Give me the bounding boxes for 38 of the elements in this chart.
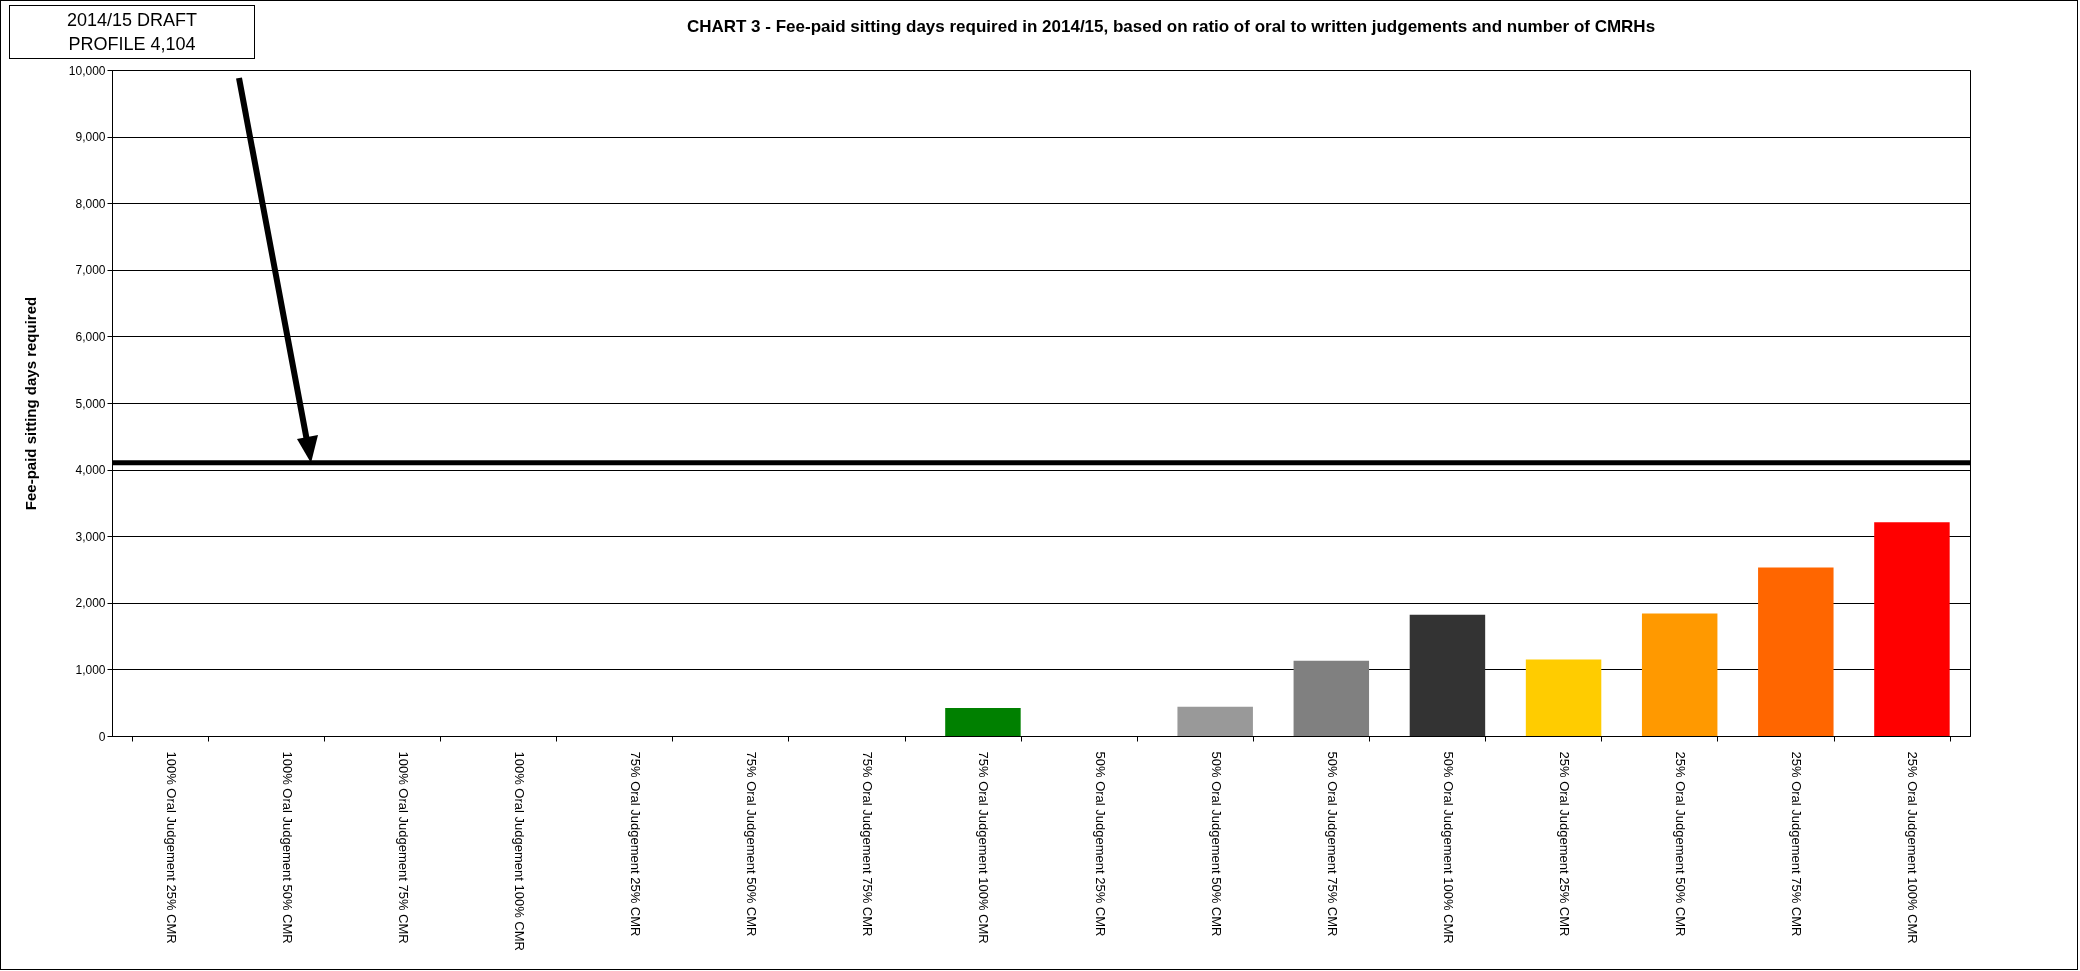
y-tick-label: 3,000 — [75, 529, 106, 544]
y-tick-label: 4,000 — [75, 463, 106, 478]
bar — [1177, 706, 1253, 736]
bar — [1874, 522, 1950, 736]
x-tick-label: 75% Oral Judgement 25% CMR — [628, 751, 644, 937]
x-tick-label: 25% Oral Judgement 75% CMR — [1789, 751, 1805, 937]
chart-title: CHART 3 - Fee-paid sitting days required in 2014/15, based on ratio of oral to written judgements and number of CMRHs — [686, 17, 1656, 36]
bar — [1409, 614, 1486, 736]
x-tick-label: 50% Oral Judgement 25% CMR — [1092, 751, 1108, 937]
x-tick-label: 75% Oral Judgement 50% CMR — [744, 751, 760, 937]
y-tick-label: 6,000 — [75, 329, 106, 344]
y-tick-label: 5,000 — [75, 396, 106, 411]
x-tick-label: 100% Oral Judgement 100% CMR — [511, 751, 527, 951]
x-tick-label: 50% Oral Judgement 100% CMR — [1440, 751, 1456, 944]
bar — [1293, 660, 1370, 736]
x-tick-label: 75% Oral Judgement 75% CMR — [860, 751, 876, 937]
x-tick-label: 50% Oral Judgement 50% CMR — [1208, 751, 1224, 937]
x-tick-label: 25% Oral Judgement 100% CMR — [1905, 751, 1921, 944]
x-tick-label: 100% Oral Judgement 75% CMR — [395, 751, 411, 944]
x-tick-label: 50% Oral Judgement 75% CMR — [1324, 751, 1340, 937]
y-axis-title: Fee-paid sitting days required — [21, 296, 39, 511]
x-tick-label: 100% Oral Judgement 50% CMR — [279, 751, 295, 944]
y-tick-label: 10,000 — [68, 63, 106, 78]
x-tick-label: 25% Oral Judgement 25% CMR — [1557, 751, 1573, 937]
y-tick-label: 0 — [98, 729, 106, 744]
y-tick-label: 9,000 — [75, 130, 106, 145]
y-tick-label: 2,000 — [75, 596, 106, 611]
ref-line-label: 2014/15 DRAFT PROFILE 4,104 — [9, 5, 255, 59]
bar — [1641, 613, 1718, 736]
x-tick-label: 25% Oral Judgement 50% CMR — [1673, 751, 1689, 937]
y-tick-label: 8,000 — [75, 196, 106, 211]
y-tick-label: 1,000 — [75, 662, 106, 677]
x-tick-label: 75% Oral Judgement 100% CMR — [976, 751, 992, 944]
y-tick-label: 7,000 — [75, 263, 106, 278]
bar — [1525, 659, 1602, 736]
bar — [1758, 567, 1834, 736]
bar — [945, 708, 1021, 736]
x-tick-label: 100% Oral Judgement 25% CMR — [163, 751, 179, 944]
